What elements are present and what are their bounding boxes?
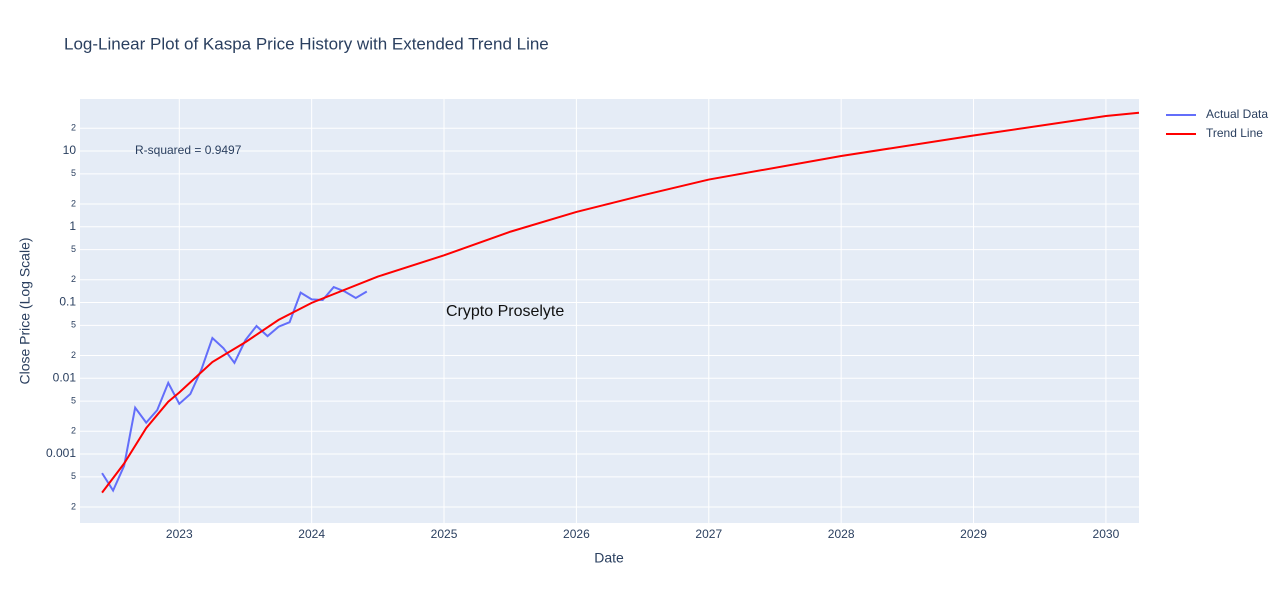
y-tick-label: 1 [69, 219, 76, 233]
y-tick-label: 2 [71, 350, 76, 360]
x-tick-label: 2025 [431, 527, 458, 541]
series-line [101, 285, 368, 493]
y-tick-label: 0.1 [59, 295, 76, 309]
x-tick-label: 2028 [828, 527, 855, 541]
x-tick-label: 2026 [563, 527, 590, 541]
y-tick-label: 5 [71, 395, 76, 405]
y-axis-title: Close Price (Log Scale) [17, 237, 33, 384]
x-tick-label: 2030 [1093, 527, 1120, 541]
y-tick-label: 2 [71, 501, 76, 511]
y-tick-label: 5 [71, 471, 76, 481]
y-tick-label: 5 [71, 320, 76, 330]
annotation: Crypto Proselyte [446, 303, 564, 320]
y-tick-label: 5 [71, 168, 76, 178]
chart-title: Log-Linear Plot of Kaspa Price History w… [64, 34, 549, 53]
y-tick-label: 2 [71, 274, 76, 284]
x-tick-label: 2029 [960, 527, 987, 541]
x-axis-title: Date [594, 550, 624, 566]
marks [101, 111, 1140, 494]
legend-label: Actual Data [1206, 107, 1268, 121]
x-tick-label: 2024 [298, 527, 325, 541]
y-tick-label: 5 [71, 244, 76, 254]
plot-area [80, 99, 1139, 523]
series-line [101, 111, 1140, 494]
y-tick-label: 2 [71, 198, 76, 208]
y-tick-label: 2 [71, 123, 76, 133]
y-tick-label: 0.001 [46, 446, 76, 460]
annotation: R-squared = 0.9497 [135, 143, 242, 157]
y-tick-label: 0.01 [53, 370, 77, 384]
x-tick-label: 2023 [166, 527, 193, 541]
y-tick-label: 10 [63, 143, 77, 157]
x-tick-label: 2027 [695, 527, 722, 541]
y-tick-label: 2 [71, 426, 76, 436]
legend-label: Trend Line [1206, 126, 1263, 140]
